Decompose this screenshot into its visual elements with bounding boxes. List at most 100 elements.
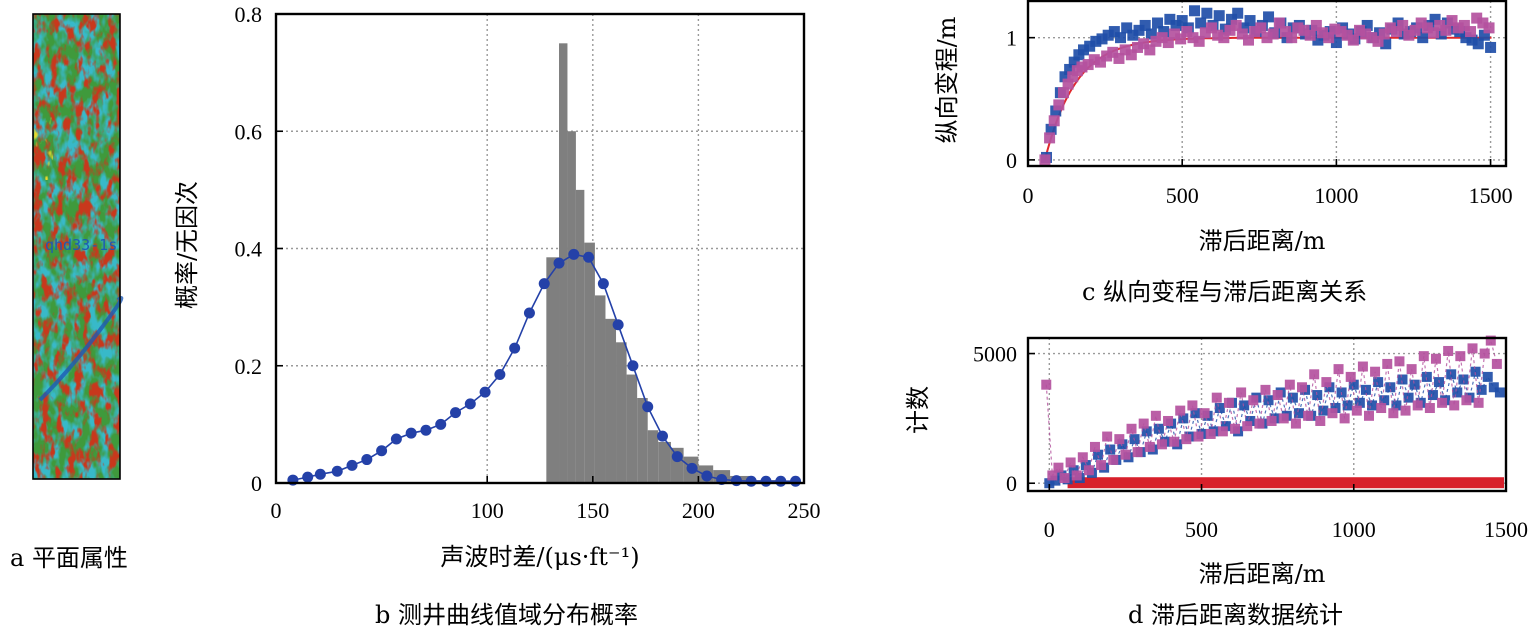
data-point	[1044, 478, 1055, 489]
data-point	[523, 307, 535, 319]
x-axis-label: 滞后距离/m	[1199, 227, 1326, 255]
data-point	[1261, 32, 1273, 44]
data-point	[1050, 105, 1062, 117]
data-point	[1290, 418, 1301, 429]
caption-c: c 纵向变程与滞后距离关系	[1082, 278, 1367, 306]
data-point	[1403, 392, 1414, 403]
caption-b: b 测井曲线值域分布概率	[375, 601, 638, 629]
data-point	[1397, 19, 1409, 31]
data-point	[1249, 26, 1261, 38]
data-point	[1164, 13, 1176, 25]
data-point	[1083, 465, 1094, 476]
data-point	[1101, 50, 1113, 62]
data-point	[1127, 29, 1139, 41]
data-point	[1132, 447, 1143, 458]
data-point	[1131, 41, 1143, 53]
data-point	[1466, 34, 1478, 46]
data-point	[538, 278, 550, 290]
data-point	[1485, 335, 1496, 346]
x-tick-label: 200	[682, 498, 715, 523]
data-point	[1218, 32, 1230, 44]
data-point	[331, 465, 343, 477]
data-point	[1324, 382, 1335, 393]
data-point	[464, 398, 476, 410]
data-point	[1102, 431, 1113, 442]
x-tick-label: 0	[271, 498, 282, 523]
data-point	[1280, 26, 1292, 38]
data-point	[302, 471, 314, 483]
data-point	[1113, 52, 1125, 64]
data-point	[1449, 400, 1460, 411]
y-axis-label: 概率/无因次	[173, 181, 201, 309]
data-point	[1482, 371, 1493, 382]
data-point	[1078, 44, 1090, 56]
data-point	[1065, 457, 1076, 468]
data-point	[1205, 22, 1217, 34]
data-point	[1409, 379, 1420, 390]
data-point	[1193, 35, 1205, 47]
data-point	[1244, 15, 1256, 27]
data-point	[1047, 470, 1058, 481]
data-point	[1354, 397, 1365, 408]
data-point	[671, 451, 683, 463]
data-point	[1245, 415, 1256, 426]
data-point	[1232, 7, 1244, 19]
data-point	[1452, 387, 1463, 398]
data-point	[686, 462, 698, 474]
data-point	[1201, 7, 1213, 19]
series-1	[287, 248, 802, 487]
data-point	[1272, 390, 1283, 401]
data-point	[1187, 32, 1199, 44]
data-point	[1126, 423, 1137, 434]
data-point	[1175, 33, 1187, 45]
data-point	[1318, 405, 1329, 416]
y-tick-label: 0.2	[235, 354, 263, 379]
data-point	[1417, 32, 1429, 44]
data-point	[1391, 400, 1402, 411]
data-point	[1226, 13, 1238, 25]
data-point	[1421, 371, 1432, 382]
histogram-bar	[575, 189, 585, 483]
data-point	[1384, 22, 1396, 34]
series-2	[1039, 12, 1495, 166]
histogram-bar	[647, 430, 659, 483]
data-point	[1455, 351, 1466, 362]
histogram-bar	[658, 441, 671, 483]
data-point	[1317, 27, 1329, 39]
data-point	[405, 427, 417, 439]
data-point	[1067, 71, 1079, 83]
data-point	[730, 475, 742, 487]
data-point	[1430, 353, 1441, 364]
data-point	[1465, 26, 1477, 38]
data-point	[1378, 28, 1390, 40]
data-point	[1376, 403, 1387, 414]
data-point	[583, 251, 595, 263]
data-point	[346, 459, 358, 471]
data-point	[1093, 449, 1104, 460]
data-point	[1190, 408, 1201, 419]
data-point	[1138, 38, 1150, 50]
data-point	[1213, 10, 1225, 22]
y-tick-label: 1	[1006, 26, 1017, 51]
series-2	[1041, 335, 1502, 484]
x-tick-label: 0	[1044, 517, 1055, 542]
data-point	[1354, 24, 1366, 36]
data-point	[760, 475, 772, 487]
data-point	[1230, 19, 1242, 31]
data-point	[1467, 343, 1478, 354]
plot-frame	[1026, 0, 1508, 168]
data-point	[1144, 44, 1156, 56]
data-point	[1068, 465, 1079, 476]
data-point	[1068, 56, 1080, 68]
data-point	[1483, 22, 1495, 34]
data-point	[1312, 390, 1323, 401]
data-point	[1059, 71, 1071, 83]
data-point	[1312, 34, 1324, 46]
data-point	[642, 401, 654, 413]
chart-d: 0 500 1000 1500 0 5000 滞后距离/m 计数	[904, 335, 1528, 588]
data-point	[1236, 387, 1247, 398]
data-point	[1039, 154, 1051, 166]
data-point	[1477, 17, 1489, 29]
data-point	[1088, 54, 1100, 66]
data-point	[390, 433, 402, 445]
